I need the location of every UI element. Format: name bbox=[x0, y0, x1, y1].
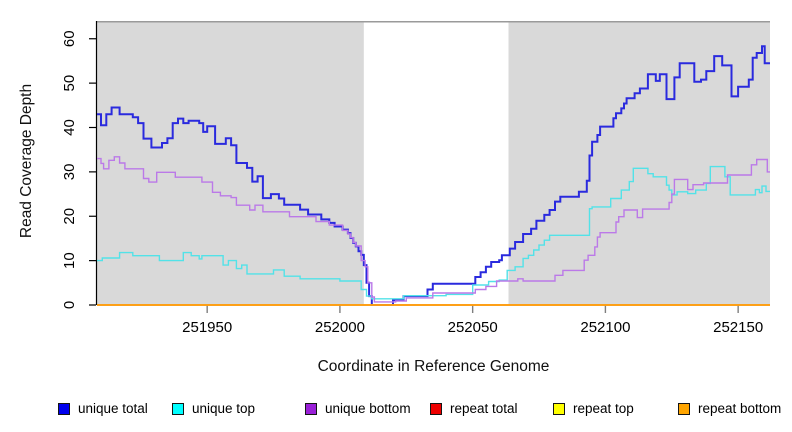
x-tick-label: 251950 bbox=[182, 319, 232, 336]
x-tick-label: 252100 bbox=[580, 319, 630, 336]
y-tick-label: 0 bbox=[61, 301, 78, 309]
y-tick-label: 40 bbox=[61, 119, 78, 136]
y-tick-label: 50 bbox=[61, 75, 78, 92]
y-tick-label: 10 bbox=[61, 252, 78, 269]
gap-region bbox=[363, 22, 509, 305]
y-tick-label: 60 bbox=[61, 30, 78, 47]
y-axis-title: Read Coverage Depth bbox=[18, 83, 35, 239]
x-tick-label: 252050 bbox=[448, 319, 498, 336]
series-line-unique-top bbox=[97, 165, 770, 300]
series-line-unique-total bbox=[97, 45, 770, 306]
x-tick-label: 252150 bbox=[713, 319, 763, 336]
y-tick-label: 30 bbox=[61, 164, 78, 181]
x-tick-label: 252000 bbox=[315, 319, 365, 336]
x-axis-title: Coordinate in Reference Genome bbox=[317, 358, 550, 375]
y-tick-label: 20 bbox=[61, 208, 78, 225]
series-line-unique-bottom bbox=[97, 156, 770, 303]
